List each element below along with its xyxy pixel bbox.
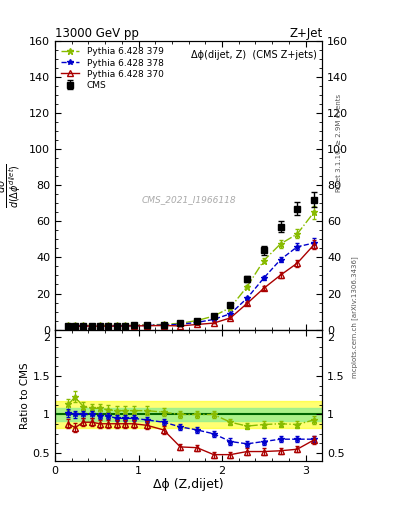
Pythia 6.428 378 [106,323,111,329]
Line: Pythia 6.428 378: Pythia 6.428 378 [66,240,317,329]
Pythia 6.428 370 [114,323,119,329]
Pythia 6.428 370 [123,323,128,329]
Pythia 6.428 379 [245,284,250,290]
Pythia 6.428 370 [98,323,103,329]
Pythia 6.428 379 [211,313,216,319]
X-axis label: Δϕ (Z,dijet): Δϕ (Z,dijet) [153,478,224,492]
Y-axis label: Ratio to CMS: Ratio to CMS [20,362,30,429]
Pythia 6.428 378 [66,323,71,329]
Pythia 6.428 379 [228,305,233,311]
Pythia 6.428 370 [295,260,299,266]
Pythia 6.428 379 [98,322,103,328]
Pythia 6.428 378 [211,316,216,323]
Pythia 6.428 378 [312,240,316,246]
Pythia 6.428 378 [145,323,149,329]
Pythia 6.428 379 [73,322,77,328]
Pythia 6.428 370 [145,323,149,329]
Pythia 6.428 370 [90,323,94,329]
Pythia 6.428 378 [98,323,103,329]
Pythia 6.428 379 [278,241,283,247]
Pythia 6.428 378 [178,321,183,327]
Pythia 6.428 378 [123,323,128,329]
Pythia 6.428 379 [106,323,111,329]
Pythia 6.428 379 [178,320,183,326]
Pythia 6.428 379 [295,231,299,237]
Pythia 6.428 378 [114,323,119,329]
Text: Δϕ(dijet, Z)  (CMS Z+jets): Δϕ(dijet, Z) (CMS Z+jets) [191,50,317,59]
Pythia 6.428 378 [73,323,77,329]
Pythia 6.428 370 [261,285,266,291]
Pythia 6.428 378 [81,323,86,329]
Pythia 6.428 378 [278,257,283,263]
Pythia 6.428 379 [81,322,86,328]
Pythia 6.428 370 [73,324,77,330]
Pythia 6.428 378 [261,275,266,281]
Pythia 6.428 378 [90,323,94,329]
Pythia 6.428 370 [66,323,71,329]
Pythia 6.428 378 [228,311,233,317]
Pythia 6.428 370 [245,301,250,307]
Pythia 6.428 379 [261,258,266,264]
Text: Rivet 3.1.10, ≥ 2.9M events: Rivet 3.1.10, ≥ 2.9M events [336,94,342,193]
Pythia 6.428 370 [278,272,283,278]
Pythia 6.428 370 [81,323,86,329]
Pythia 6.428 370 [312,242,316,248]
Pythia 6.428 370 [178,323,183,329]
Pythia 6.428 370 [228,315,233,321]
Legend: Pythia 6.428 379, Pythia 6.428 378, Pythia 6.428 370, CMS: Pythia 6.428 379, Pythia 6.428 378, Pyth… [59,46,165,92]
Pythia 6.428 379 [66,322,71,328]
Pythia 6.428 379 [161,322,166,328]
Pythia 6.428 370 [161,323,166,329]
Pythia 6.428 378 [195,319,199,326]
Pythia 6.428 378 [131,323,136,329]
Pythia 6.428 370 [211,320,216,326]
Pythia 6.428 379 [123,323,128,329]
Text: mcplots.cern.ch [arXiv:1306.3436]: mcplots.cern.ch [arXiv:1306.3436] [352,257,358,378]
Pythia 6.428 370 [131,323,136,329]
Text: Z+Jet: Z+Jet [289,27,322,40]
Pythia 6.428 378 [245,295,250,301]
Pythia 6.428 378 [295,244,299,250]
Text: 13000 GeV pp: 13000 GeV pp [55,27,139,40]
Pythia 6.428 379 [114,323,119,329]
Pythia 6.428 379 [195,317,199,324]
Pythia 6.428 378 [161,322,166,328]
Pythia 6.428 379 [90,323,94,329]
Line: Pythia 6.428 379: Pythia 6.428 379 [65,209,318,329]
Pythia 6.428 379 [131,322,136,328]
Line: Pythia 6.428 370: Pythia 6.428 370 [66,242,317,329]
Pythia 6.428 370 [106,323,111,329]
Text: CMS_2021_I1966118: CMS_2021_I1966118 [141,195,236,204]
Pythia 6.428 379 [145,322,149,328]
Y-axis label: $\frac{d\sigma}{d(\Delta\phi^{dijet})}$: $\frac{d\sigma}{d(\Delta\phi^{dijet})}$ [0,163,24,208]
Pythia 6.428 370 [195,322,199,328]
Pythia 6.428 379 [312,209,316,216]
